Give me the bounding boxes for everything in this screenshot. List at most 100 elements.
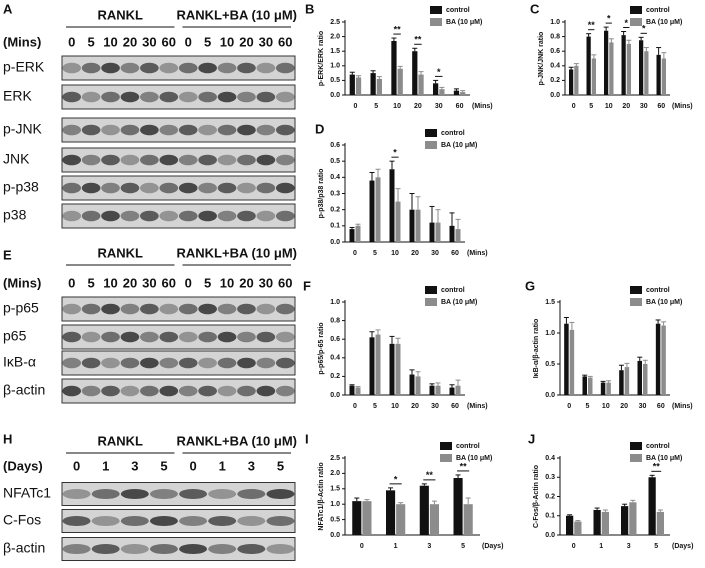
bar xyxy=(449,225,455,242)
lane-label: 10 xyxy=(103,275,117,290)
blot-band xyxy=(120,62,140,74)
x-tick-label: 10 xyxy=(391,250,399,257)
bar xyxy=(661,325,666,395)
blot-band xyxy=(237,331,256,343)
x-tick-label: 0 xyxy=(567,403,571,410)
blot-band xyxy=(101,331,120,343)
panel-letter: H xyxy=(3,431,12,446)
group-label: RANKL xyxy=(98,433,144,448)
row-label: p-ERK xyxy=(3,59,45,75)
y-tick-label: 0.2 xyxy=(550,77,560,84)
legend-swatch xyxy=(630,286,642,294)
blot-strip xyxy=(61,203,296,229)
y-tick-label: 2.0 xyxy=(330,470,340,477)
bar xyxy=(643,364,648,395)
x-tick-label: 20 xyxy=(411,403,419,410)
legend-label: control xyxy=(646,287,670,294)
bar xyxy=(391,40,397,95)
blot-band xyxy=(120,488,149,500)
blot-band xyxy=(159,210,179,222)
blot-band xyxy=(91,515,120,527)
legend-label: BA (10 μM) xyxy=(441,299,477,306)
x-tick-label: 5 xyxy=(373,250,377,257)
y-tick-label: 2.5 xyxy=(330,455,340,462)
blot-band xyxy=(275,154,295,166)
x-tick-label: 10 xyxy=(602,403,610,410)
blot-band xyxy=(62,62,82,74)
bar xyxy=(355,77,362,95)
blot-strip xyxy=(61,84,296,110)
y-tick-label: 0.0 xyxy=(330,532,340,539)
x-tick-label: 10 xyxy=(391,403,399,410)
y-axis-label: p-p65/p-65 ratio xyxy=(318,322,325,374)
bar xyxy=(453,478,463,535)
blot-band xyxy=(101,154,120,166)
x-tick-label: 0 xyxy=(572,543,576,550)
bar xyxy=(449,387,455,395)
lane-label: 5 xyxy=(204,275,211,290)
lane-label: 10 xyxy=(220,275,234,290)
bar xyxy=(569,69,574,95)
blot-strip xyxy=(61,147,296,173)
blot-band xyxy=(140,357,159,369)
y-axis-label: p-p38/p38 ratio xyxy=(318,169,325,219)
blot-band xyxy=(140,210,159,222)
blot-band xyxy=(140,303,159,315)
lane-label: 20 xyxy=(239,275,253,290)
blot-band xyxy=(140,154,159,166)
significance-label: * xyxy=(642,24,646,34)
bar xyxy=(439,89,445,95)
y-tick-label: 0.2 xyxy=(330,373,340,380)
bar xyxy=(655,323,661,395)
blot-band xyxy=(159,154,179,166)
significance-label: * xyxy=(607,13,611,23)
legend-swatch xyxy=(425,141,437,149)
bar xyxy=(566,515,574,535)
blot-band xyxy=(256,154,276,166)
bar xyxy=(397,68,403,95)
y-tick-label: 0.4 xyxy=(550,63,560,70)
bar xyxy=(370,73,376,95)
lane-label: 0 xyxy=(73,458,80,473)
blot-strip xyxy=(61,55,296,81)
blot-band xyxy=(275,182,295,194)
lane-label: 5 xyxy=(88,34,95,49)
blot-band xyxy=(198,182,217,194)
panel-letter: F xyxy=(303,278,311,293)
blot-band xyxy=(178,303,198,315)
bar xyxy=(352,501,362,535)
blot-band xyxy=(256,210,276,222)
lane-label: 20 xyxy=(123,275,137,290)
legend-label: control xyxy=(456,443,480,450)
blot-band xyxy=(237,124,256,136)
significance-label: ** xyxy=(426,470,434,480)
blot-band xyxy=(237,385,256,397)
y-tick-label: 0.6 xyxy=(330,336,340,343)
panel-letter: E xyxy=(3,247,12,262)
bar xyxy=(463,504,473,535)
bar xyxy=(349,74,355,95)
bar xyxy=(418,74,424,95)
blot-band xyxy=(256,91,276,103)
x-tick-label: 10 xyxy=(605,103,613,110)
bar xyxy=(395,343,401,395)
bar xyxy=(433,83,439,95)
legend-label: control xyxy=(446,7,470,14)
blot-band xyxy=(159,124,179,136)
blot-band xyxy=(178,91,198,103)
bar xyxy=(637,360,642,395)
blot-band xyxy=(237,182,256,194)
blot-band xyxy=(178,182,198,194)
blot-band xyxy=(237,488,266,500)
group-label: RANKL+BA (10 μM) xyxy=(176,433,297,448)
blot-band xyxy=(198,62,217,74)
blot-band xyxy=(198,385,217,397)
x-axis-label: (Mins) xyxy=(467,250,488,257)
y-tick-label: 2.0 xyxy=(330,33,340,40)
lane-label: 30 xyxy=(259,34,273,49)
panel-letter: B xyxy=(305,1,314,16)
blot-band xyxy=(140,331,159,343)
y-tick-label: 0.4 xyxy=(330,355,340,362)
blot-band xyxy=(159,91,179,103)
blot-strip xyxy=(61,537,296,561)
